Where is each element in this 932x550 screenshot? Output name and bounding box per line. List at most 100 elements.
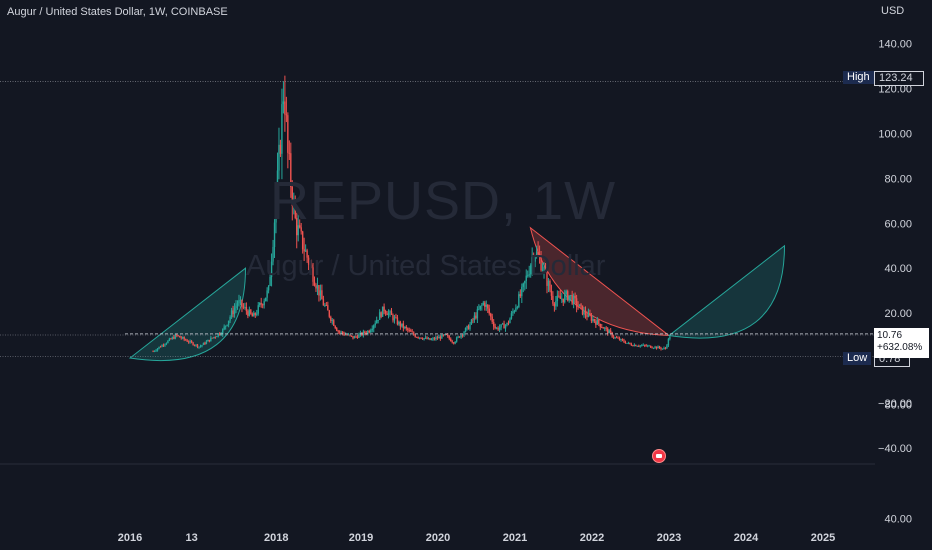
candle-body	[251, 313, 254, 317]
candle-body	[534, 256, 536, 262]
candle-body	[226, 324, 228, 326]
candle-body	[433, 338, 436, 340]
candle-body	[182, 337, 184, 339]
candle-body	[606, 328, 609, 334]
candle-body	[464, 328, 467, 333]
candle-body	[267, 285, 270, 291]
candle-body	[559, 296, 562, 299]
candle-body	[498, 327, 501, 330]
arc-drawings[interactable]	[128, 226, 786, 362]
candle-body	[236, 303, 239, 306]
candle-body	[562, 298, 564, 303]
candle-body	[325, 305, 328, 306]
candle-body	[208, 339, 211, 342]
sub-y-tick-label: 40.00	[884, 514, 912, 526]
candle-body	[298, 225, 301, 228]
price-level-lines	[0, 81, 875, 357]
candle-body	[648, 345, 650, 347]
candle-body	[615, 337, 618, 339]
candle-body	[174, 334, 177, 339]
high-value: 123.24	[874, 71, 924, 86]
candle-body	[429, 338, 431, 341]
candle-body	[586, 315, 588, 317]
alert-icon[interactable]	[652, 449, 666, 463]
candle-body	[470, 319, 473, 325]
candle-body	[152, 351, 154, 353]
candle-body	[506, 322, 508, 326]
candle-body	[402, 323, 405, 329]
candle-body	[384, 311, 387, 314]
candle-body	[599, 323, 601, 328]
x-tick-label: 2024	[734, 532, 759, 544]
candle-body	[552, 295, 554, 304]
candle-body	[655, 346, 658, 349]
candle-body	[159, 346, 162, 348]
candle-body	[617, 337, 619, 339]
candle-body	[445, 334, 447, 335]
candle-body	[270, 261, 273, 277]
sub-pane-axis[interactable]: 80.00 40.00	[884, 400, 912, 526]
candle-body	[307, 257, 310, 265]
candle-body	[633, 344, 636, 347]
candle-body	[509, 318, 511, 324]
last-price-value: 10.76	[877, 330, 903, 341]
y-tick-label: 60.00	[884, 218, 912, 230]
candle-body	[328, 310, 331, 317]
candle-body	[324, 305, 326, 306]
candle-body	[476, 309, 479, 319]
candle-body	[457, 336, 459, 338]
candle-body	[303, 249, 305, 252]
candle-body	[577, 306, 579, 308]
arc-drawing-2	[667, 244, 786, 339]
candle-body	[380, 312, 382, 317]
candle-body	[377, 319, 379, 321]
candle-body	[386, 313, 388, 316]
candle-body	[638, 346, 640, 347]
time-axis[interactable]: 2016 13 2018 2019 2020 2021 2022 2023 2024 2025	[118, 532, 835, 544]
candle-body	[555, 301, 557, 307]
candle-body	[516, 307, 519, 308]
candle-body	[420, 337, 422, 339]
candle-body	[623, 340, 625, 343]
last-price-box: 10.76 +632.08%	[874, 328, 929, 358]
candle-body	[561, 298, 563, 300]
price-axis[interactable]: 140.00 120.00 100.00 80.00 60.00 40.00 20.00 −2…	[878, 39, 912, 455]
candle-body	[596, 320, 599, 325]
y-tick-label: 100.00	[878, 129, 912, 141]
candle-body	[494, 326, 496, 328]
candle-body	[598, 320, 600, 324]
candle-body	[415, 337, 418, 338]
candle-body	[454, 341, 456, 344]
candle-body	[171, 337, 174, 340]
high-label: High	[843, 71, 874, 84]
candle-body	[367, 331, 369, 334]
candle-body	[605, 327, 607, 329]
candle-body	[398, 321, 400, 325]
candle-body	[396, 317, 399, 325]
candle-body	[472, 319, 474, 321]
candle-body	[285, 114, 288, 116]
candle-body	[482, 302, 485, 305]
candle-body	[590, 315, 593, 321]
candle-body	[448, 336, 450, 339]
candle-body	[565, 291, 567, 294]
candle-body	[371, 328, 373, 331]
candle-body	[528, 274, 530, 276]
candle-body	[652, 347, 655, 349]
candle-body	[635, 344, 637, 347]
candle-body	[337, 330, 339, 332]
candle-body	[553, 303, 556, 307]
candle-body	[331, 320, 333, 321]
candle-body	[321, 290, 323, 300]
candle-body	[156, 348, 159, 351]
candle-body	[427, 338, 430, 340]
candle-body	[522, 283, 524, 287]
candle-body	[574, 295, 576, 299]
candle-body	[642, 344, 644, 346]
candle-body	[293, 201, 295, 206]
candle-body	[306, 250, 308, 258]
candle-body	[632, 345, 634, 347]
candle-body	[484, 302, 486, 307]
candle-body	[524, 281, 526, 284]
